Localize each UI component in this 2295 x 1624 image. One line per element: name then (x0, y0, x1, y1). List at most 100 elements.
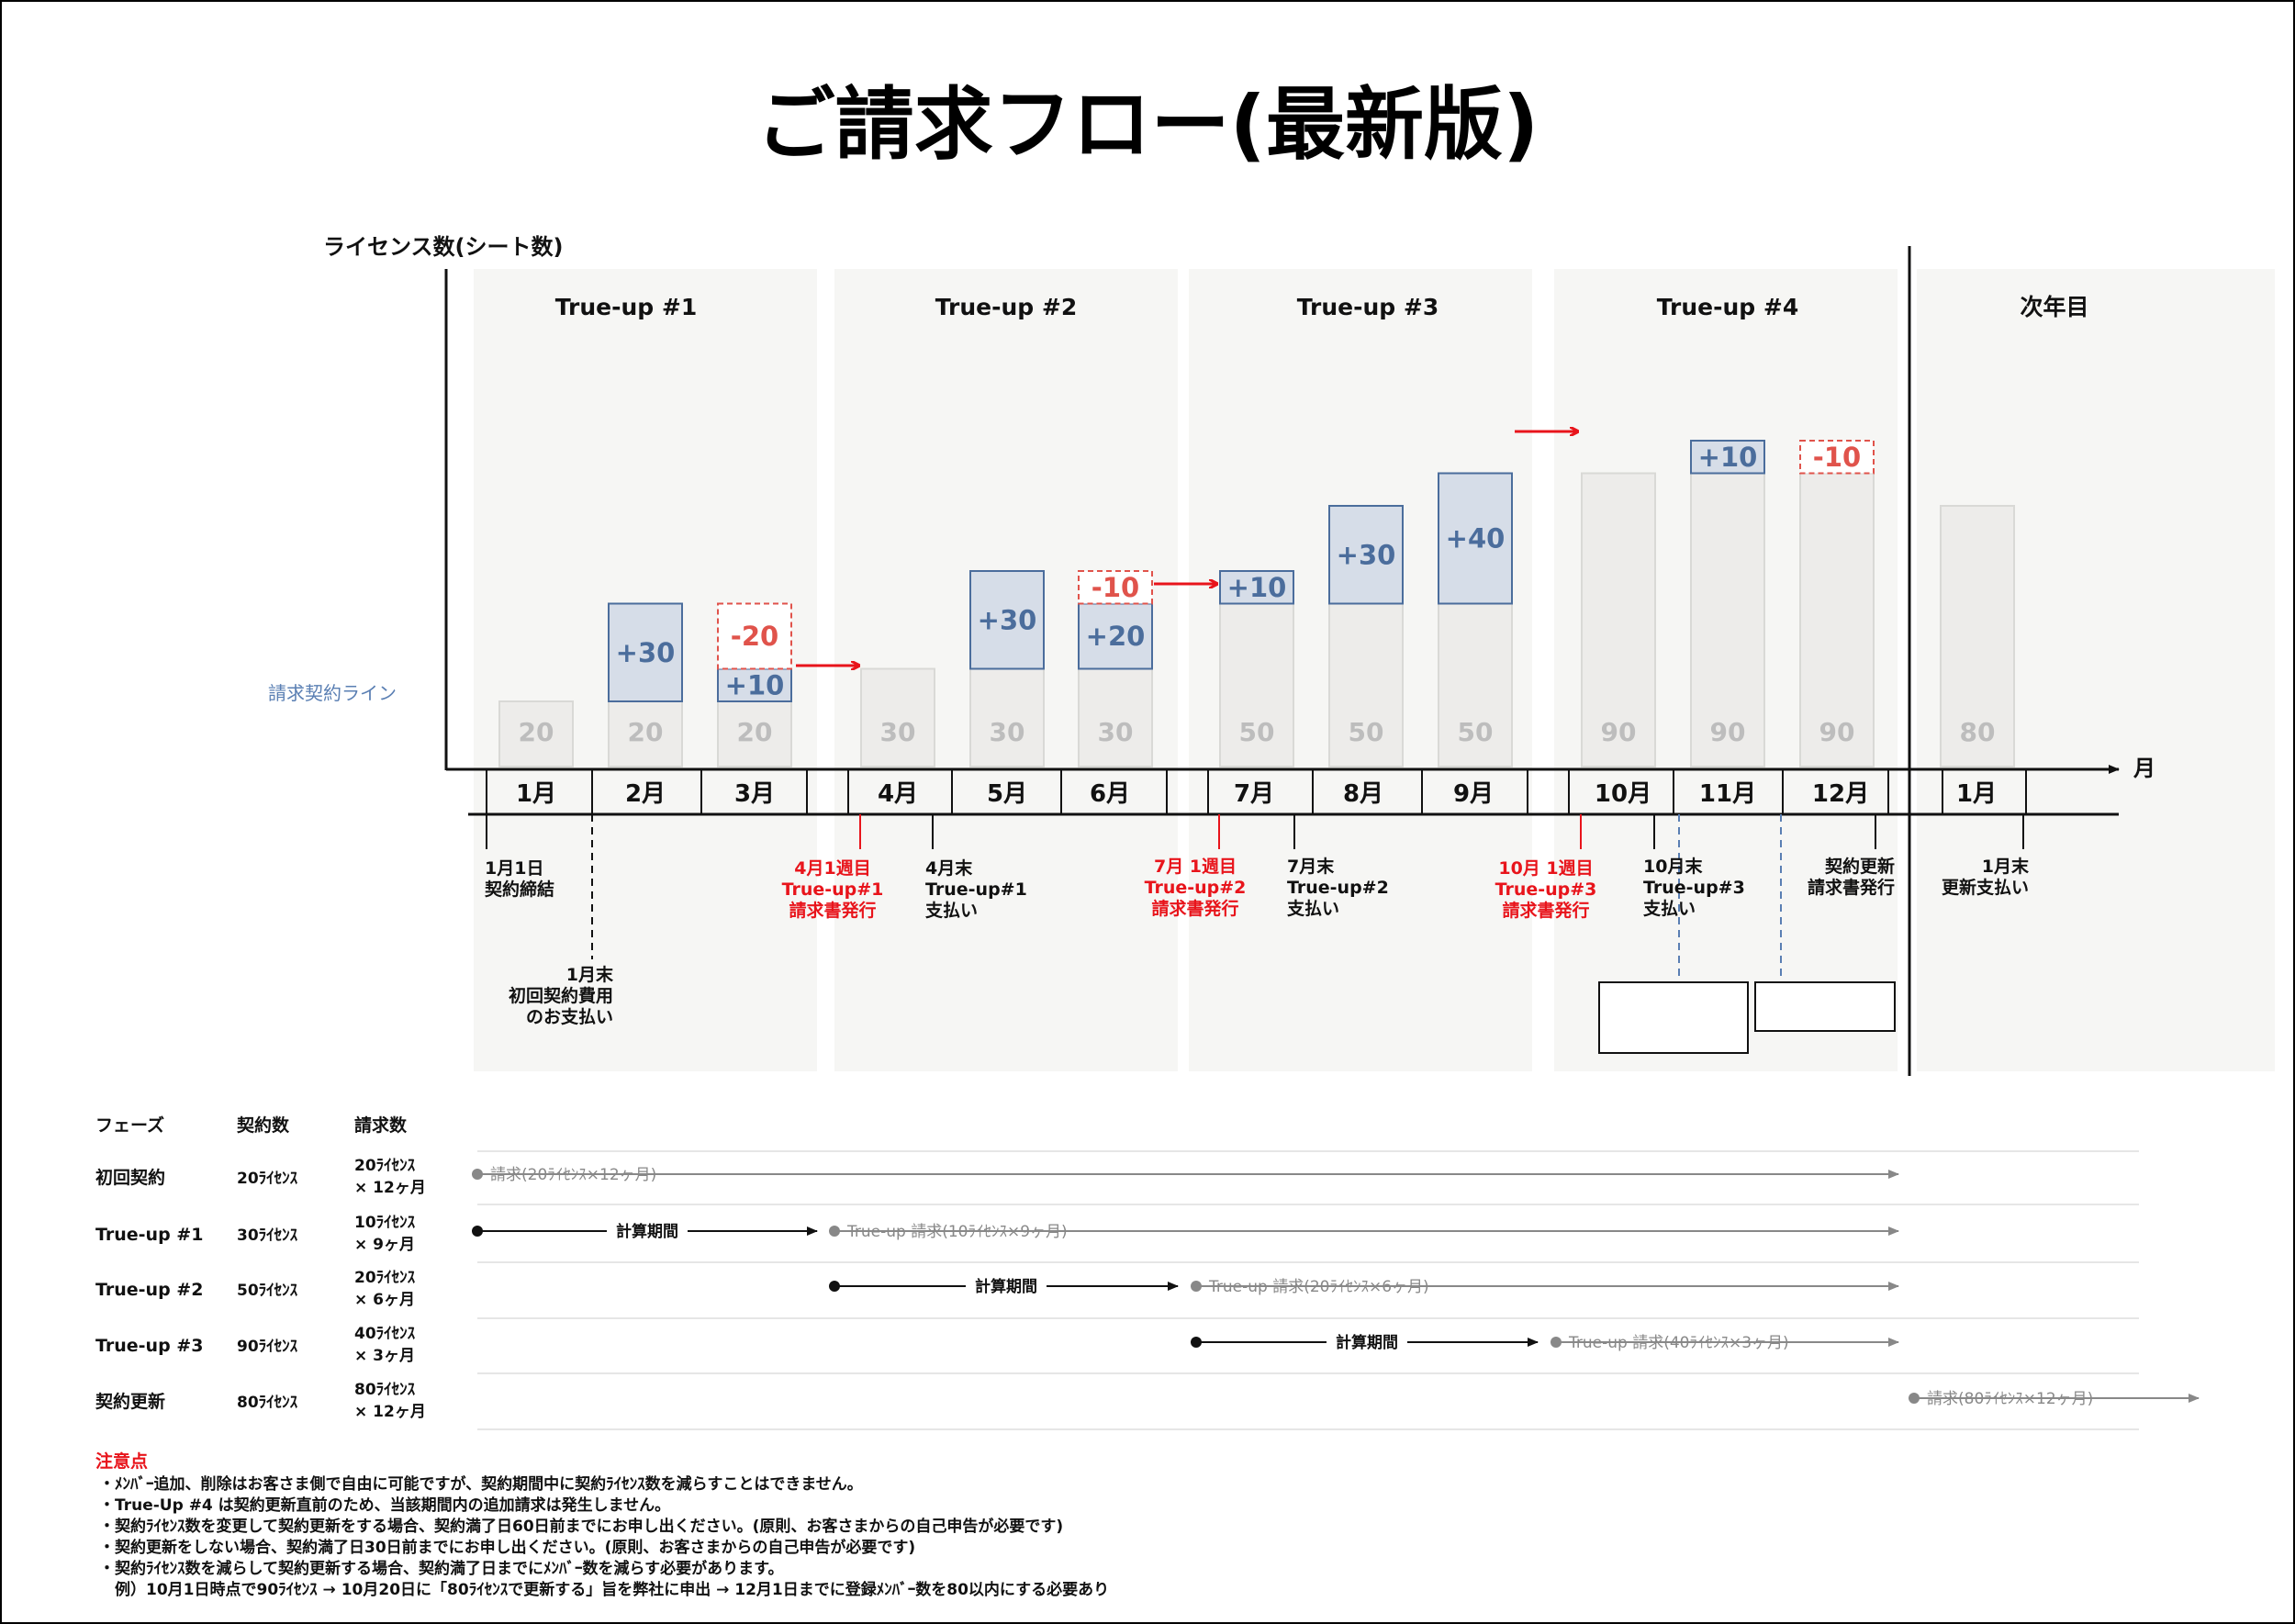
band-label-next-year: 次年目 (2020, 294, 2088, 320)
bar-base-value-13: 80 (1960, 717, 1996, 747)
calc-period-label-4: 計算期間 (1336, 1333, 1398, 1352)
bar-addition-11 (1690, 440, 1765, 475)
deadline-box-30days (1754, 981, 1896, 1032)
deadline-box-60days (1598, 981, 1749, 1054)
schedule-header-3: 請求数 (354, 1114, 408, 1136)
calc-label-bg-3 (966, 1275, 1047, 1297)
schedule-billing-1-2: × 12ヶ月 (354, 1179, 426, 1197)
bar-group: 20 20 +30 20 +10 -20 30 30 +30 30 +20 -10 50 +10 50 +30… (498, 440, 2015, 767)
bar-addition-value-3: +10 (725, 669, 785, 700)
bill-period-label-1: 請求(20ﾗｲｾﾝｽ×12ヶ月) (490, 1166, 656, 1184)
x-axis-label: 月 (2133, 756, 2155, 781)
event-e2-line-2: 初回契約費用 (509, 985, 613, 1006)
schedule-billing-2-2: × 9ヶ月 (354, 1236, 415, 1254)
bar-addition-5 (969, 570, 1045, 670)
month-label-7: 7月 (1234, 780, 1274, 808)
bar-reduction-value-12: -10 (1813, 442, 1861, 473)
schedule-header-1: フェーズ (95, 1114, 164, 1136)
bar-addition-value-7: +10 (1227, 572, 1287, 603)
notes-section: 注意点・ﾒﾝﾊﾞｰ追加、削除はお客さま側で自由に可能ですが、契約期間中に契約ﾗｲ… (95, 1450, 1109, 1599)
event-e7-line-1: 10月 1週目 (1498, 858, 1593, 879)
bar-addition-value-8: +30 (1337, 539, 1396, 570)
schedule-contract-4: 90ﾗｲｾﾝｽ (237, 1338, 298, 1356)
bar-base-11 (1690, 472, 1765, 767)
bar-base-value-9: 50 (1458, 717, 1494, 747)
bar-base-value-6: 30 (1098, 717, 1134, 747)
month-labels: 1月 2月 3月 4月 5月 6月 7月 8月 9月 10月 11月 12月 1月 (516, 780, 1997, 808)
month-label-6: 6月 (1090, 780, 1130, 808)
note-item-3: ・契約ﾗｲｾﾝｽ数を変更して契約更新をする場合、契約満了日60日前までにお申し出… (99, 1517, 1063, 1536)
schedule-billing-4-2: × 3ヶ月 (354, 1347, 415, 1365)
bill-period-label-4: True-up 請求(40ﾗｲｾﾝｽ×3ヶ月) (1568, 1334, 1789, 1352)
bar-base-3 (717, 700, 792, 767)
schedule-phase-1: 初回契約 (95, 1167, 165, 1188)
bar-addition-9 (1438, 472, 1513, 605)
note-item-4: ・契約更新をしない場合、契約満了日30日前までにお申し出ください。(原則、お客さ… (99, 1538, 915, 1557)
note-item-6: 例）10月1日時点で90ﾗｲｾﾝｽ → 10月20日に「80ﾗｲｾﾝｽで更新する… (99, 1580, 1109, 1599)
schedule-header-2: 契約数 (236, 1114, 290, 1136)
schedule-phase-5: 契約更新 (95, 1391, 165, 1412)
bar-base-7 (1219, 602, 1294, 767)
billing-line-label: 請求契約ライン (268, 682, 397, 704)
bar-base-value-4: 30 (880, 717, 916, 747)
bar-base-value-11: 90 (1710, 717, 1746, 747)
schedule-billing-3-1: 20ﾗｲｾﾝｽ (354, 1269, 416, 1287)
month-label-11: 11月 (1699, 780, 1756, 808)
event-e5-line-2: True-up#2 (1145, 878, 1247, 898)
schedule-phase-2: True-up #1 (95, 1225, 203, 1245)
schedule-contract-3: 50ﾗｲｾﾝｽ (237, 1282, 298, 1300)
page-title: ご請求フロー(最新版) (756, 79, 1539, 171)
event-e3-line-1: 4月1週目 (794, 858, 870, 879)
bar-base-value-12: 90 (1819, 717, 1855, 747)
schedule-contract-2: 30ﾗｲｾﾝｽ (237, 1226, 298, 1245)
bar-addition-value-9: +40 (1446, 523, 1506, 554)
month-label-2: 2月 (625, 780, 666, 808)
bar-addition-6 (1078, 602, 1153, 670)
bar-reduction-12 (1799, 440, 1875, 475)
bill-period-label-2: True-up 請求(10ﾗｲｾﾝｽ×9ヶ月) (846, 1223, 1068, 1241)
bar-base-value-7: 50 (1239, 717, 1275, 747)
event-e4-line-2: True-up#1 (925, 879, 1027, 900)
event-e9-line-1: 契約更新 (1824, 856, 1895, 877)
month-label-3: 3月 (734, 780, 775, 808)
event-e3-line-3: 請求書発行 (789, 900, 876, 921)
month-label-4: 4月 (878, 780, 918, 808)
event-e4-line-3: 支払い (924, 901, 978, 921)
event-markers (486, 814, 2024, 984)
bar-base-1 (498, 700, 574, 767)
calc-label-bg-2 (607, 1220, 688, 1242)
bar-addition-2 (608, 602, 683, 702)
bill-period-label-3: True-up 請求(20ﾗｲｾﾝｽ×6ヶ月) (1208, 1278, 1429, 1296)
bar-reduction-3 (717, 602, 792, 670)
schedule-contract-1: 20ﾗｲｾﾝｽ (237, 1170, 298, 1188)
calc-period-label-3: 計算期間 (975, 1277, 1037, 1296)
band-label-trueup4: True-up #4 (1657, 294, 1799, 320)
bar-addition-value-11: +10 (1698, 442, 1758, 473)
month-label-8: 8月 (1343, 780, 1383, 808)
bar-base-value-2: 20 (628, 717, 664, 747)
bar-base-4 (860, 667, 935, 767)
event-e3-line-2: True-up#1 (782, 879, 884, 900)
event-e6-line-3: 支払い (1286, 899, 1339, 919)
bar-addition-8 (1328, 505, 1404, 605)
bar-base-value-10: 90 (1601, 717, 1637, 747)
bar-base-2 (608, 700, 683, 767)
event-e8-line-3: 支払い (1642, 899, 1696, 919)
band-label-trueup1: True-up #1 (555, 294, 698, 320)
event-e8-line-2: True-up#3 (1643, 878, 1745, 898)
schedule-phase-4: True-up #3 (95, 1336, 203, 1356)
band-label-trueup2: True-up #2 (935, 294, 1078, 320)
bill-period-label-5: 請求(80ﾗｲｾﾝｽ×12ヶ月) (1927, 1390, 2093, 1408)
event-e1-line-1: 1月1日 (485, 858, 543, 879)
event-e6-line-1: 7月末 (1287, 856, 1335, 877)
event-e2-line-1: 1月末 (566, 964, 614, 985)
month-label-12: 12月 (1812, 780, 1869, 808)
schedule-billing-1-1: 20ﾗｲｾﾝｽ (354, 1157, 416, 1175)
bar-base-8 (1328, 602, 1404, 767)
event-e5-line-1: 7月 1週目 (1154, 857, 1237, 877)
bar-reduction-6 (1078, 570, 1153, 605)
schedule-billing-5-2: × 12ヶ月 (354, 1403, 426, 1421)
event-e1-line-2: 契約締結 (484, 879, 554, 900)
